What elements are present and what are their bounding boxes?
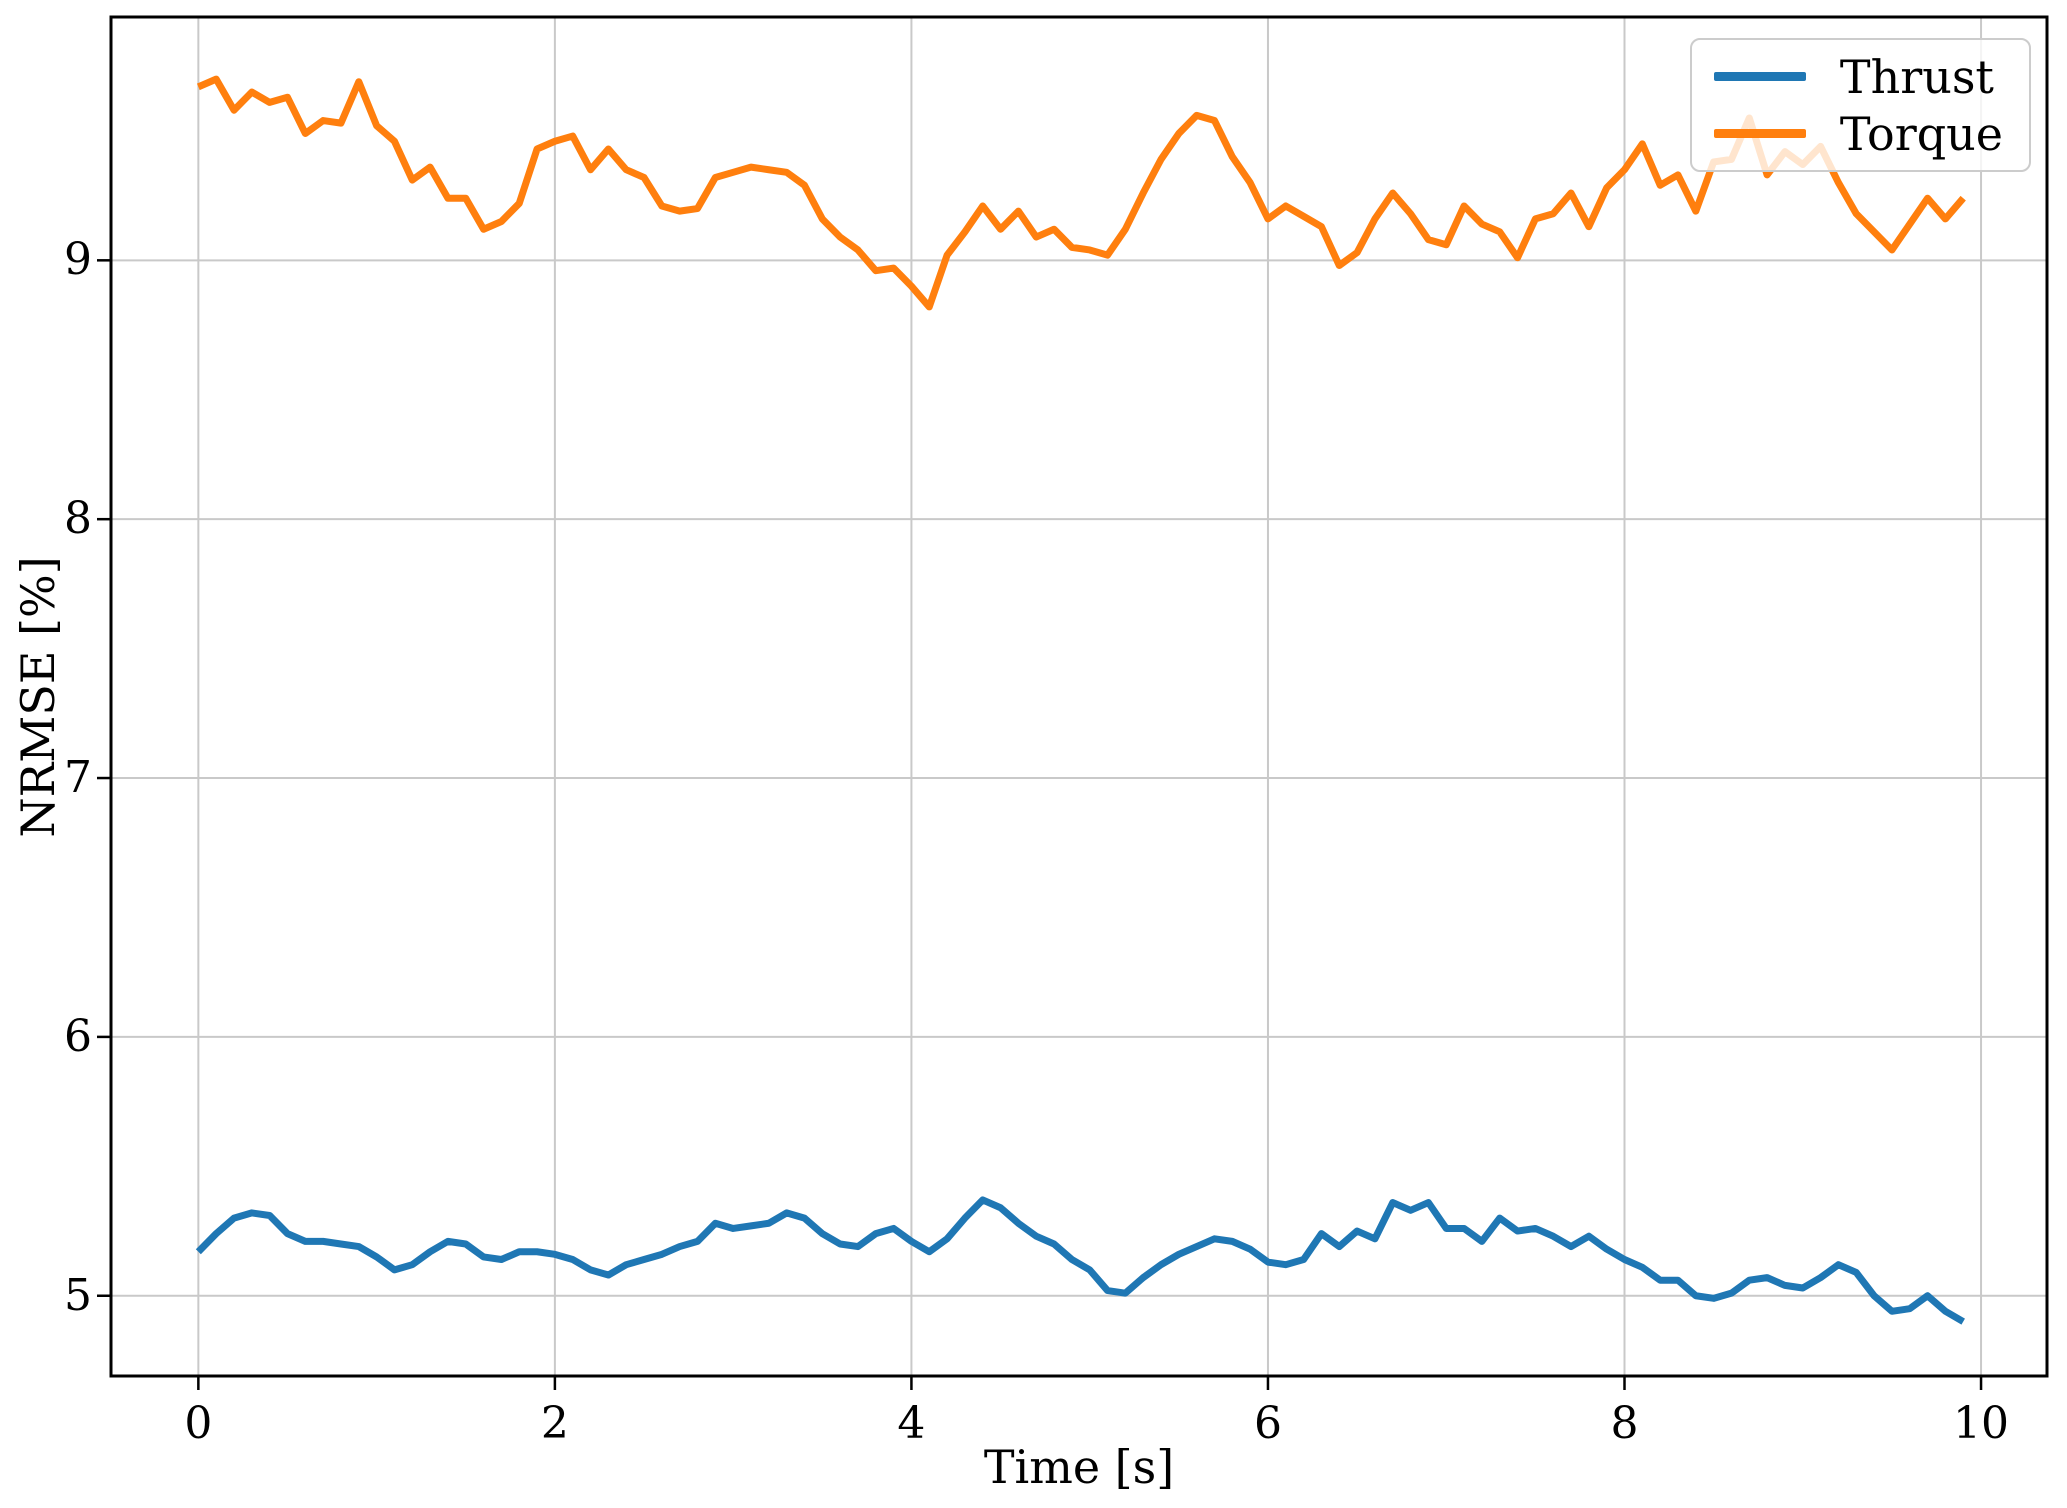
y-tick-label: 6: [64, 1010, 92, 1062]
x-tick-label: 0: [184, 1398, 213, 1449]
x-tick-label: 2: [540, 1398, 569, 1449]
legend-label-thrust: Thrust: [1839, 49, 1994, 104]
legend-label-torque: Torque: [1839, 106, 2003, 161]
legend: Thrust Torque: [1689, 38, 2031, 172]
x-tick-label: 10: [1953, 1398, 2010, 1449]
torque-line: [196, 75, 1966, 311]
x-tick-label: 6: [1253, 1398, 1282, 1449]
thrust-line-swatch: [1713, 72, 1806, 81]
x-axis-label: Time [s]: [983, 1440, 1175, 1494]
y-tick-label: 8: [64, 493, 92, 545]
x-tick-label: 8: [1610, 1398, 1639, 1449]
legend-item-torque: Torque: [1713, 105, 2003, 162]
y-tick-label: 9: [64, 234, 92, 286]
thrust-line: [195, 1196, 1965, 1325]
y-tick-label: 5: [64, 1269, 92, 1321]
torque-line-swatch: [1713, 129, 1806, 138]
x-tick-label: 4: [897, 1398, 926, 1449]
y-tick-label: 7: [64, 752, 92, 804]
axes-frame: [109, 15, 2049, 1378]
legend-item-thrust: Thrust: [1713, 48, 2003, 105]
